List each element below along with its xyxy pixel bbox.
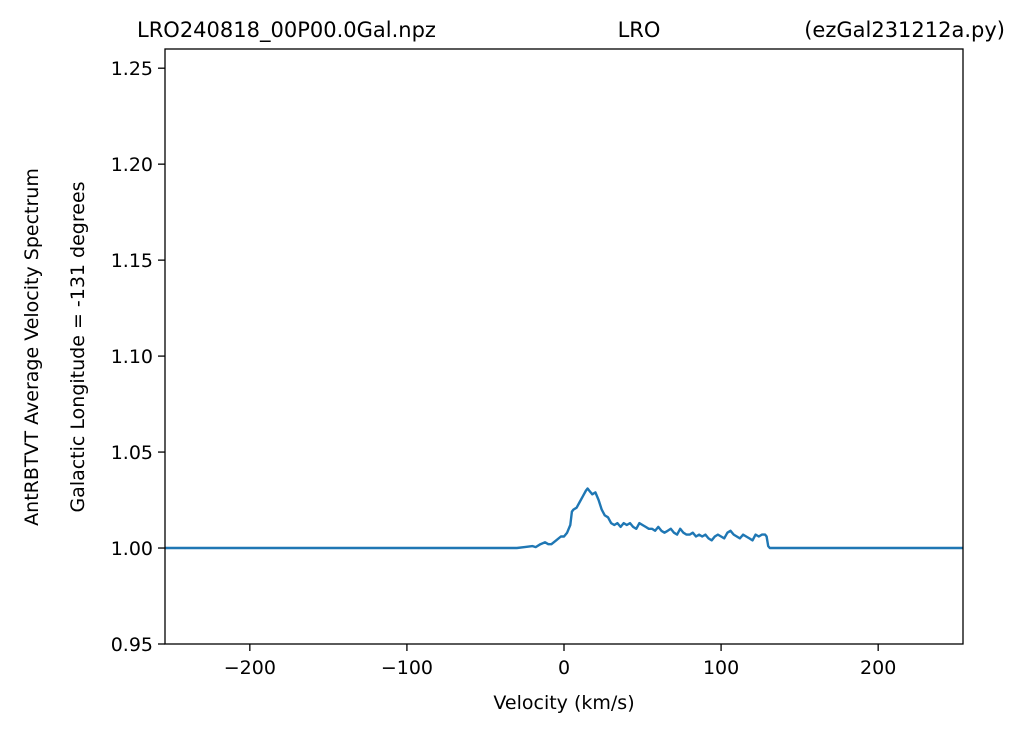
spectrum-line: [165, 487, 963, 550]
x-tick-label: −100: [381, 657, 433, 679]
x-tick-label: 0: [558, 657, 570, 679]
x-tick-label: −200: [224, 657, 276, 679]
y-tick-label: 1.10: [111, 346, 153, 368]
x-axis-label: Velocity (km/s): [493, 692, 634, 714]
plot-area: [164, 48, 964, 645]
y-axis-label-outer: AntRBTVT Average Velocity Spectrum: [21, 168, 43, 526]
y-tick-label: 1.05: [111, 442, 153, 464]
x-axis-ticks: −200 −100 0 100 200: [224, 644, 896, 679]
y-tick-label: 1.20: [111, 154, 153, 176]
y-tick-label: 1.00: [111, 538, 153, 560]
y-tick-label: 1.15: [111, 250, 153, 272]
y-tick-label: 1.25: [111, 58, 153, 80]
y-tick-label: 0.95: [111, 634, 153, 656]
title-center: LRO: [618, 18, 661, 42]
title-left: LRO240818_00P00.0Gal.npz: [137, 18, 436, 43]
y-axis-label-inner: Galactic Longitude = -131 degrees: [67, 181, 89, 512]
x-tick-label: 100: [703, 657, 739, 679]
x-tick-label: 200: [860, 657, 896, 679]
y-axis-ticks: 0.95 1.00 1.05 1.10 1.15 1.20 1.25: [111, 58, 165, 656]
title-right: (ezGal231212a.py): [804, 18, 1005, 42]
